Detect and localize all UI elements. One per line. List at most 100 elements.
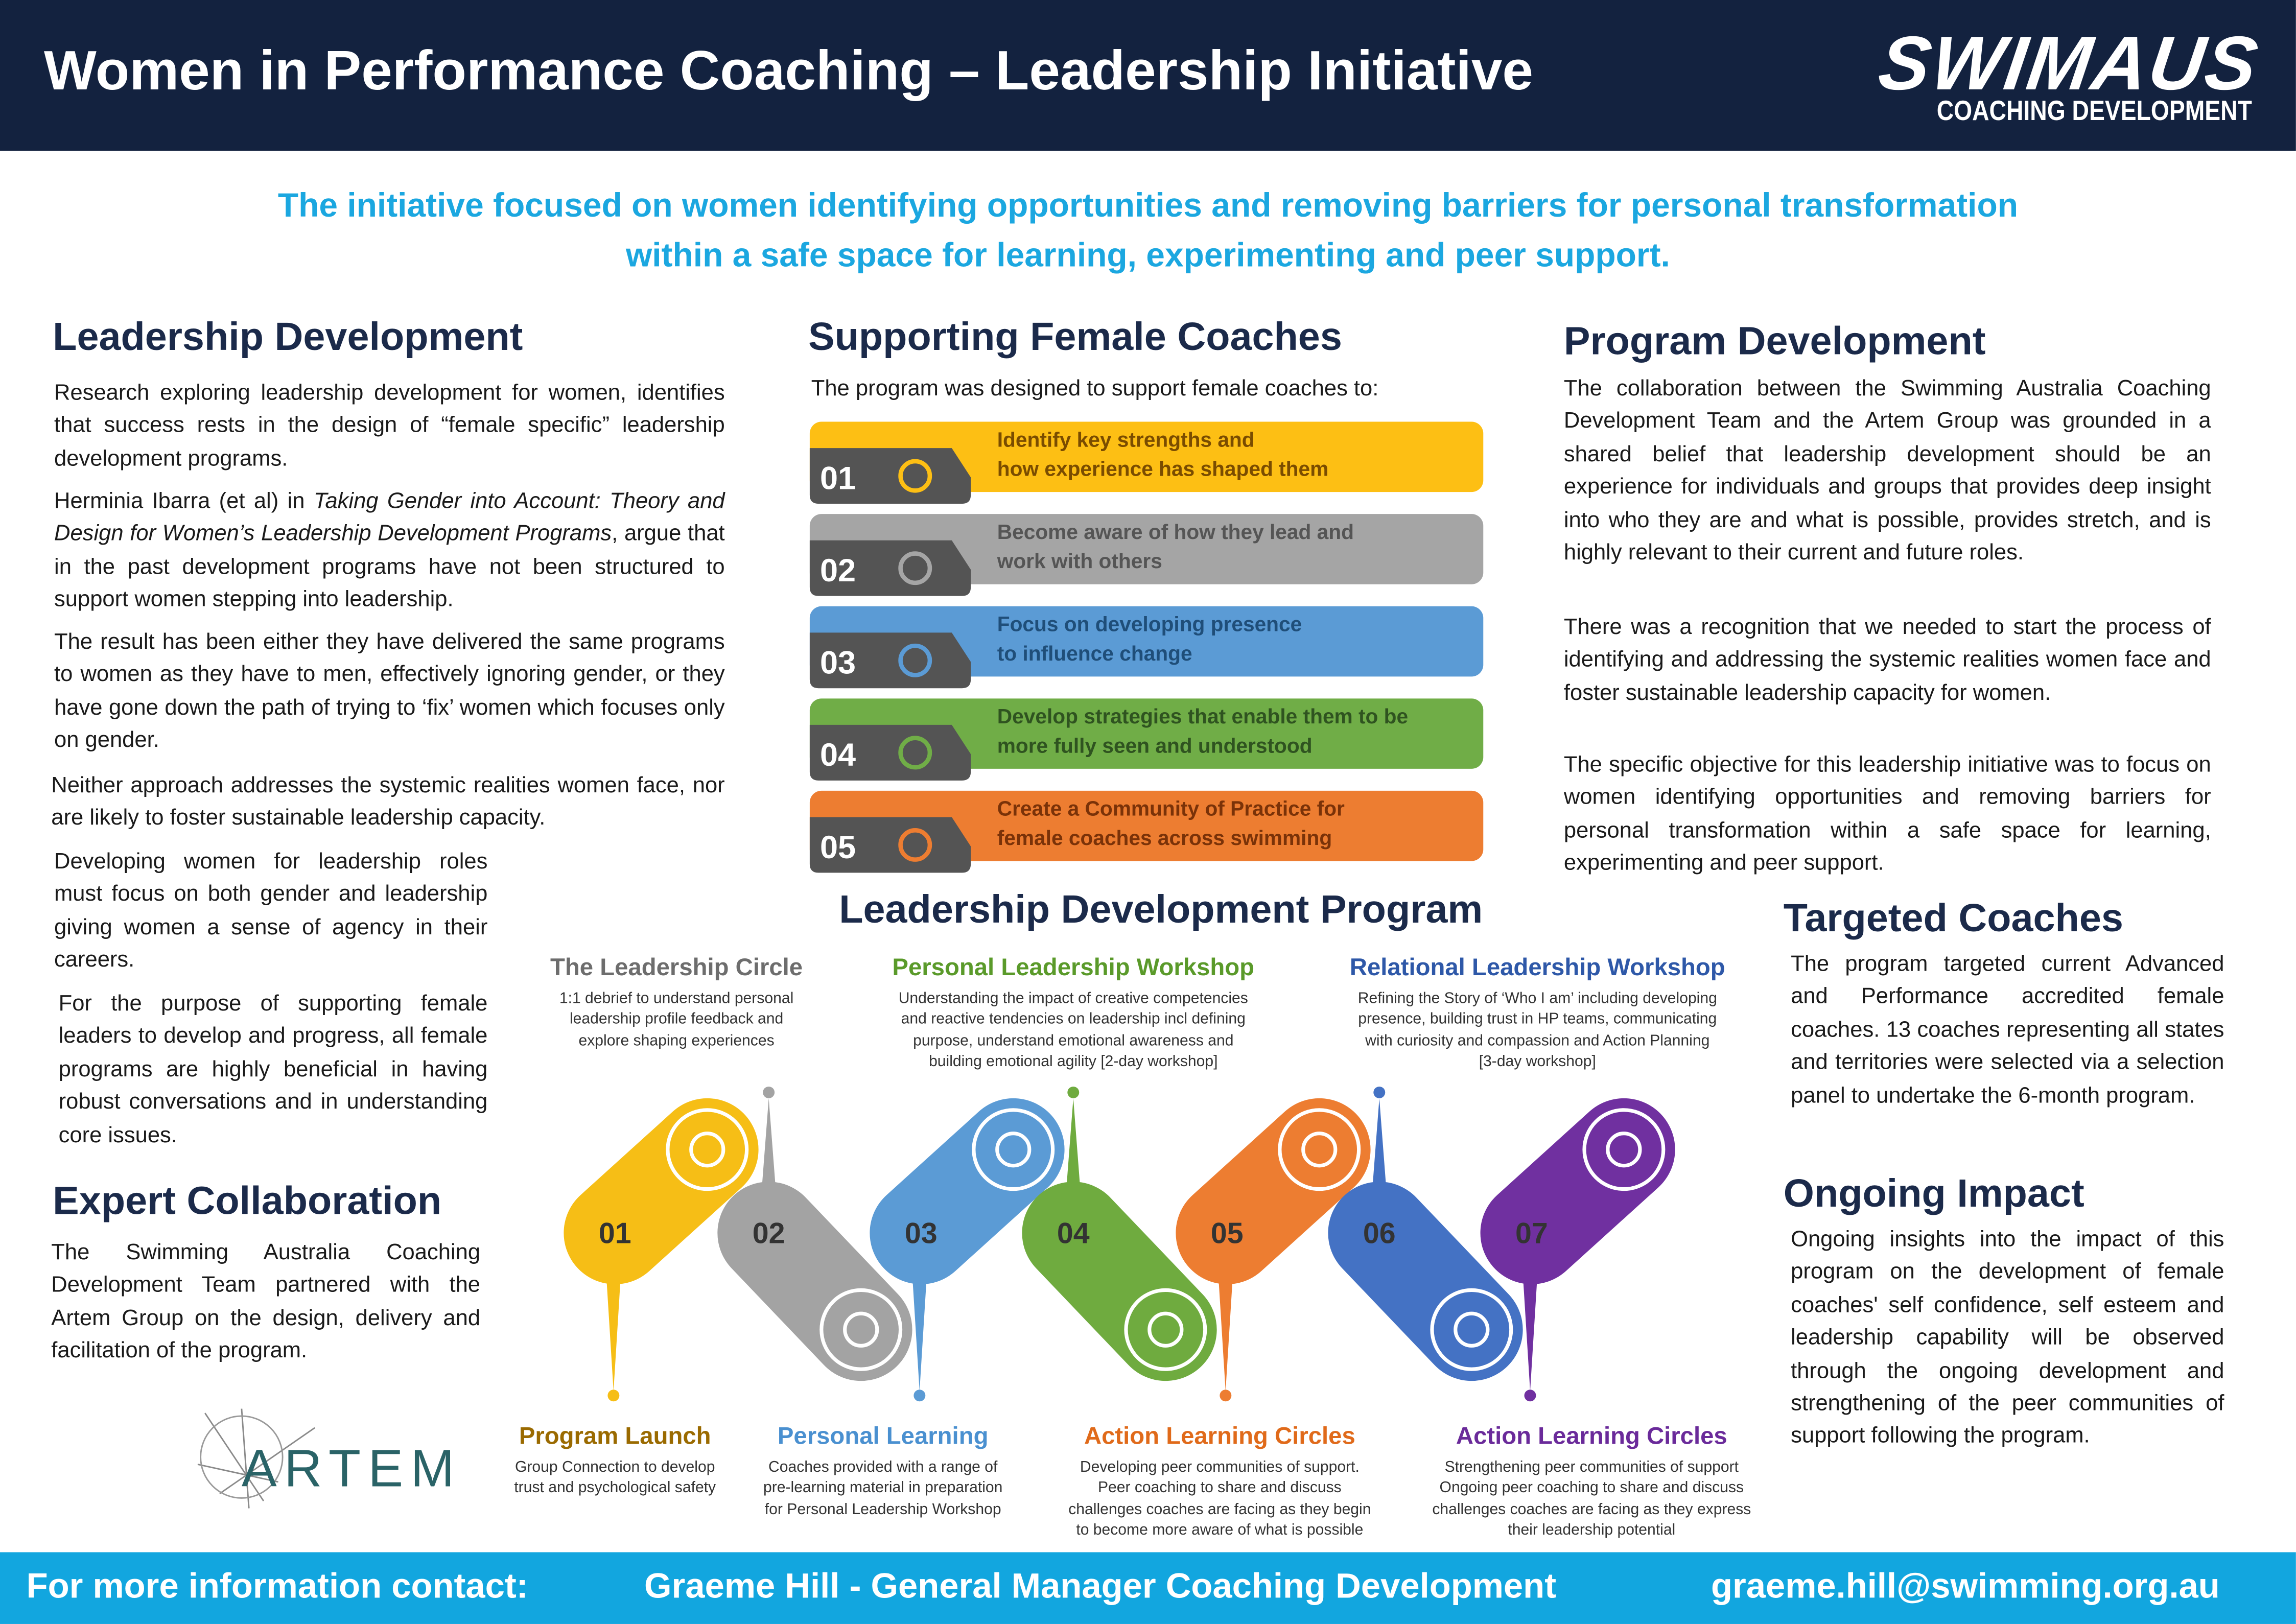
logo-graphic: [200, 1415, 284, 1499]
stage-description: Refining the Story of ‘Who I am’ includi…: [1357, 990, 1717, 1008]
stage-title: Personal Learning: [777, 1423, 989, 1450]
item-tab: [809, 540, 971, 596]
item-number: 01: [820, 460, 856, 496]
stage-description: building emotional agility [2-day worksh…: [929, 1052, 1218, 1071]
stage-number: 06: [1363, 1217, 1396, 1250]
pin: [1372, 1098, 1387, 1194]
item-text: work with others: [997, 550, 1162, 574]
stage-icon: [1278, 1108, 1361, 1191]
pin-dot: [607, 1390, 620, 1402]
section-heading: Targeted Coaches: [1783, 896, 2123, 940]
stage-description: Ongoing peer coaching to share and discu…: [1439, 1479, 1744, 1497]
paragraph: The collaboration between the Swimming A…: [1563, 376, 2211, 566]
item-bar: [809, 790, 1484, 861]
pin: [912, 1274, 927, 1392]
stage-description: Peer coaching to share and discuss: [1097, 1479, 1342, 1497]
item-text: Become aware of how they lead and: [997, 521, 1354, 545]
section-heading: Ongoing Impact: [1783, 1171, 2084, 1216]
stage-icon: [819, 1288, 903, 1371]
stage-description: Group Connection to develop: [514, 1458, 715, 1476]
stage-description: purpose, understand emotional awareness …: [913, 1031, 1234, 1050]
stage-icon: [1582, 1108, 1666, 1191]
item-icon: [898, 551, 932, 585]
item-icon: [898, 643, 932, 677]
footer-name: Graeme Hill - General Manager Coaching D…: [644, 1567, 1557, 1607]
pin-dot: [1524, 1390, 1536, 1402]
item-bar: [809, 606, 1484, 677]
stage-description: Understanding the impact of creative com…: [898, 990, 1248, 1008]
stage-description: Strengthening peer communities of suppor…: [1444, 1458, 1739, 1476]
stage-icon: [689, 1132, 725, 1168]
item-tab: [809, 448, 971, 504]
stage-number: 01: [599, 1217, 631, 1250]
stage-icon: [1124, 1288, 1207, 1371]
stage-description: challenges coaches are facing as they be…: [1068, 1500, 1371, 1518]
item-tab: [809, 632, 971, 689]
item-text: Develop strategies that enable them to b…: [997, 705, 1409, 729]
paragraph: There was a recognition that we needed t…: [1563, 615, 2211, 706]
item-bar: [809, 514, 1484, 584]
item-icon: [898, 459, 932, 493]
section-heading: Leadership Development: [53, 315, 523, 359]
paragraph: Developing women for leadership roles mu…: [54, 849, 488, 973]
stage-icon: [995, 1132, 1032, 1168]
footer-label: For more information contact:: [26, 1567, 528, 1607]
stage-number: 05: [1211, 1217, 1244, 1250]
logo-main: SWIMAUS: [1873, 21, 2264, 107]
stage-description: challenges coaches are facing as they ex…: [1432, 1500, 1751, 1518]
stage-description: pre-learning material in preparation: [763, 1479, 1003, 1497]
item-text: female coaches across swimming: [997, 827, 1332, 851]
item-tab: [809, 724, 971, 781]
section-heading: Supporting Female Coaches: [808, 315, 1342, 359]
stage-description: and reactive tendencies on leadership in…: [901, 1010, 1246, 1029]
stage-icon: [1147, 1311, 1184, 1348]
stage-title: Program Launch: [519, 1423, 711, 1450]
stage-number: 03: [905, 1217, 938, 1250]
header-bar: [0, 0, 2296, 151]
stage-description: Developing peer communities of support.: [1080, 1458, 1360, 1476]
stage-description: 1:1 debrief to understand personal: [559, 990, 794, 1008]
stage-number: 07: [1515, 1217, 1548, 1250]
intro-line: within a safe space for learning, experi…: [625, 236, 1670, 274]
item-tab: [809, 817, 971, 873]
pin: [1218, 1274, 1233, 1392]
paragraph: The result has been either they have del…: [54, 629, 725, 754]
item-number: 03: [820, 645, 856, 681]
stage-title: Action Learning Circles: [1084, 1423, 1355, 1450]
item-text: how experience has shaped them: [997, 458, 1329, 482]
stage-description: [3-day workshop]: [1479, 1052, 1596, 1071]
item-bar: [809, 698, 1484, 769]
stage-description: for Personal Leadership Workshop: [764, 1500, 1001, 1518]
pin: [761, 1098, 776, 1194]
item-number: 02: [820, 553, 856, 589]
item-number: 05: [820, 830, 856, 865]
stage-description: their leadership potential: [1508, 1521, 1676, 1539]
artem-logo: ARTEM: [241, 1438, 462, 1498]
stage-description: with curiosity and compassion and Action…: [1365, 1031, 1710, 1050]
intro-line: The initiative focused on women identify…: [277, 186, 2019, 224]
item-number: 04: [820, 737, 856, 773]
stage-description: trust and psychological safety: [514, 1479, 716, 1497]
pin: [606, 1274, 621, 1392]
paragraph: Ongoing insights into the impact of this…: [1791, 1227, 2224, 1449]
item-icon: [898, 736, 932, 770]
stage-number: 04: [1057, 1217, 1090, 1250]
stage-description: leadership profile feedback and: [569, 1010, 784, 1029]
item-icon: [898, 828, 932, 862]
italic-text: Taking Gender into Account: Theory and D…: [54, 489, 725, 547]
section-heading: Program Development: [1563, 319, 1986, 363]
logo-sub: COACHING DEVELOPMENT: [1936, 97, 2252, 128]
stage-title: Relational Leadership Workshop: [1349, 954, 1725, 981]
paragraph: The Swimming Australia Coaching Developm…: [51, 1240, 481, 1364]
paragraph: The program targeted current Advanced an…: [1791, 952, 2224, 1108]
item-text: Identify key strengths and: [997, 429, 1255, 453]
pin: [1522, 1274, 1538, 1392]
paragraph: Neither approach addresses the systemic …: [51, 773, 725, 831]
stage-title: Personal Leadership Workshop: [892, 954, 1255, 981]
stage-description: explore shaping experiences: [578, 1031, 775, 1050]
stage-icon: [1430, 1288, 1513, 1371]
item-text: Focus on developing presence: [997, 614, 1302, 637]
footer-bar: [0, 1552, 2296, 1624]
pin-dot: [913, 1390, 926, 1402]
